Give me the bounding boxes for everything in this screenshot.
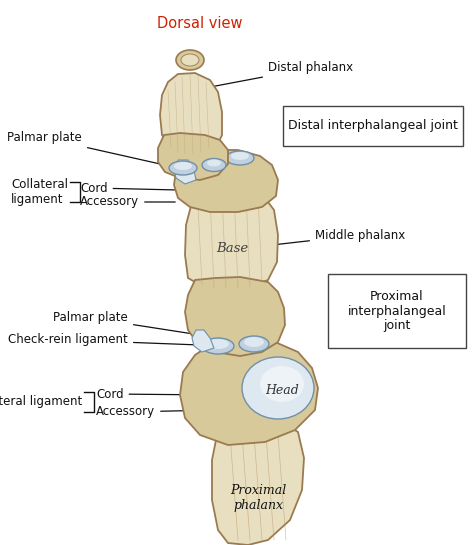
Text: Distal interphalangeal joint: Distal interphalangeal joint	[288, 119, 458, 132]
Ellipse shape	[226, 151, 254, 165]
Ellipse shape	[169, 161, 197, 175]
Polygon shape	[212, 420, 304, 545]
Polygon shape	[160, 73, 222, 155]
Text: Palmar plate: Palmar plate	[53, 312, 197, 335]
Text: Check-rein ligament: Check-rein ligament	[8, 334, 197, 347]
FancyBboxPatch shape	[328, 274, 466, 348]
Ellipse shape	[202, 338, 234, 354]
Ellipse shape	[239, 336, 269, 352]
Polygon shape	[185, 277, 285, 356]
Ellipse shape	[247, 362, 309, 414]
Ellipse shape	[231, 152, 249, 160]
Text: Dorsal view: Dorsal view	[157, 16, 243, 31]
Ellipse shape	[207, 339, 229, 349]
Polygon shape	[180, 340, 318, 445]
Text: Collateral ligament: Collateral ligament	[0, 396, 82, 409]
Text: Cord: Cord	[80, 181, 175, 195]
Ellipse shape	[196, 154, 214, 162]
Text: Cord: Cord	[96, 387, 215, 401]
Ellipse shape	[176, 50, 204, 70]
Ellipse shape	[181, 54, 199, 66]
Ellipse shape	[260, 366, 304, 402]
Text: Accessory: Accessory	[96, 405, 215, 419]
Text: Collateral
ligament: Collateral ligament	[11, 178, 68, 206]
Text: Distal phalanx: Distal phalanx	[208, 62, 353, 88]
Text: Middle phalanx: Middle phalanx	[275, 228, 405, 245]
Text: Accessory: Accessory	[80, 196, 175, 209]
Text: Proximal
interphalangeal
joint: Proximal interphalangeal joint	[347, 289, 447, 332]
Polygon shape	[158, 133, 228, 180]
Ellipse shape	[242, 357, 314, 419]
Ellipse shape	[191, 153, 219, 167]
Ellipse shape	[207, 160, 221, 167]
Text: Proximal
phalanx: Proximal phalanx	[230, 484, 286, 512]
Ellipse shape	[202, 159, 226, 172]
Polygon shape	[174, 150, 278, 212]
Text: Base: Base	[216, 241, 248, 255]
Ellipse shape	[174, 162, 192, 170]
Ellipse shape	[244, 337, 264, 347]
FancyBboxPatch shape	[283, 106, 463, 146]
Text: Palmar plate: Palmar plate	[7, 131, 175, 167]
Polygon shape	[174, 160, 196, 184]
Text: Head: Head	[265, 384, 299, 397]
Polygon shape	[185, 192, 278, 290]
Polygon shape	[192, 330, 214, 352]
